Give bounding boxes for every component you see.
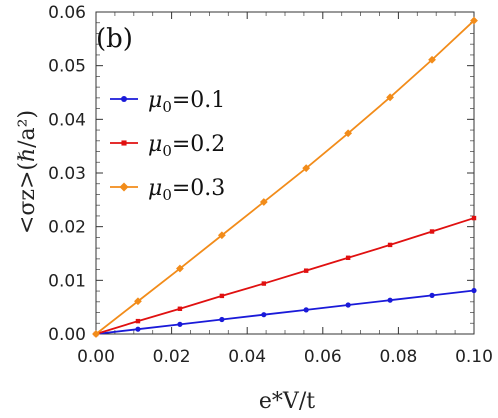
data-point — [135, 326, 141, 332]
series-layer — [92, 16, 478, 338]
legend-subscript: 0 — [162, 142, 172, 160]
y-tick-label: 0.02 — [48, 218, 86, 238]
legend-label: μ0=0.3 — [148, 176, 225, 204]
x-tick-label: 0.02 — [153, 347, 191, 367]
legend-symbol: μ — [148, 176, 162, 201]
series-2 — [93, 215, 477, 337]
legend-subscript: 0 — [162, 98, 172, 116]
y-tick-label: 0.05 — [48, 57, 86, 77]
data-point — [134, 297, 142, 306]
legend-value: =0.2 — [172, 132, 225, 157]
x-tick-label: 0.00 — [77, 347, 115, 367]
data-point — [219, 316, 225, 323]
data-point — [470, 16, 478, 25]
data-point — [219, 293, 225, 299]
panel-label: (b) — [96, 24, 133, 54]
data-point — [429, 229, 435, 234]
data-point — [92, 330, 100, 338]
data-point — [261, 312, 267, 318]
legend-marker — [121, 140, 127, 146]
data-point — [217, 231, 226, 240]
data-point — [177, 306, 183, 311]
x-tick-label: 0.10 — [455, 347, 493, 367]
y-tick-label: 0.03 — [48, 164, 86, 184]
legend-item-1: μ0=0.1 — [110, 88, 225, 116]
x-axis-title: e*V/t — [259, 389, 315, 414]
data-point — [259, 198, 268, 206]
data-point — [345, 302, 351, 308]
data-point — [177, 321, 183, 327]
x-tick-label: 0.04 — [228, 347, 266, 367]
legend-marker — [121, 96, 127, 102]
legend-symbol: μ — [148, 88, 162, 113]
data-point — [345, 255, 351, 261]
data-point — [303, 268, 309, 273]
x-tick-label: 0.06 — [304, 347, 342, 367]
data-point — [428, 55, 436, 64]
legend-value: =0.3 — [172, 176, 225, 201]
series-line — [95, 289, 475, 335]
data-point — [429, 292, 435, 298]
legend-subscript: 0 — [162, 186, 172, 204]
y-tick-label: 0.06 — [48, 3, 86, 23]
legend-marker — [119, 182, 129, 192]
legend-symbol: μ — [148, 132, 162, 157]
legend-item-2: μ0=0.2 — [110, 132, 225, 160]
legend-item-3: μ0=0.3 — [110, 176, 225, 204]
series-line — [95, 217, 475, 335]
plot-border — [95, 11, 475, 335]
series-1 — [93, 287, 477, 337]
axis-ticks: 0.00 0.02 0.04 0.06 0.08 0.10 0.00 0.01 0.02 0.03… — [48, 3, 493, 367]
data-point — [302, 164, 311, 173]
data-point — [386, 93, 394, 102]
data-point — [261, 281, 267, 286]
legend-label: μ0=0.1 — [148, 88, 225, 116]
legend: μ0=0.1μ0=0.2μ0=0.3 — [110, 88, 225, 204]
data-point — [344, 129, 353, 138]
series-3 — [92, 16, 478, 338]
data-point — [387, 242, 393, 248]
y-tick-label: 0.01 — [48, 271, 86, 291]
y-axis-title: <σz>(ℏ/a²) — [15, 110, 40, 234]
data-point — [471, 287, 477, 294]
data-point — [471, 215, 477, 221]
y-tick-label: 0.00 — [48, 325, 86, 345]
plot-frame — [95, 11, 475, 335]
data-point — [176, 264, 184, 273]
legend-value: =0.1 — [172, 88, 225, 113]
x-tick-label: 0.08 — [379, 347, 417, 367]
data-point — [135, 318, 141, 324]
data-point — [303, 307, 309, 313]
legend-label: μ0=0.2 — [148, 132, 225, 160]
data-point — [387, 297, 393, 303]
y-tick-label: 0.04 — [48, 110, 86, 130]
series-line — [95, 19, 475, 335]
